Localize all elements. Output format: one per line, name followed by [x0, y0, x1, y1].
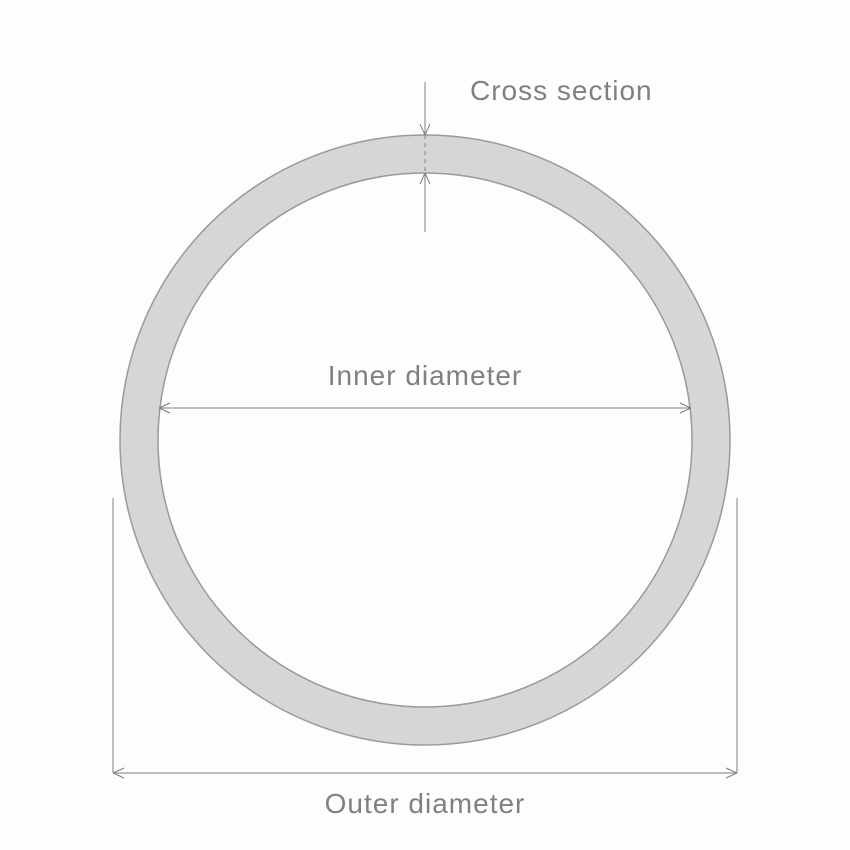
outer-diameter-label: Outer diameter	[325, 788, 526, 819]
cross-section-label: Cross section	[470, 75, 653, 106]
inner-diameter-label: Inner diameter	[328, 360, 523, 391]
